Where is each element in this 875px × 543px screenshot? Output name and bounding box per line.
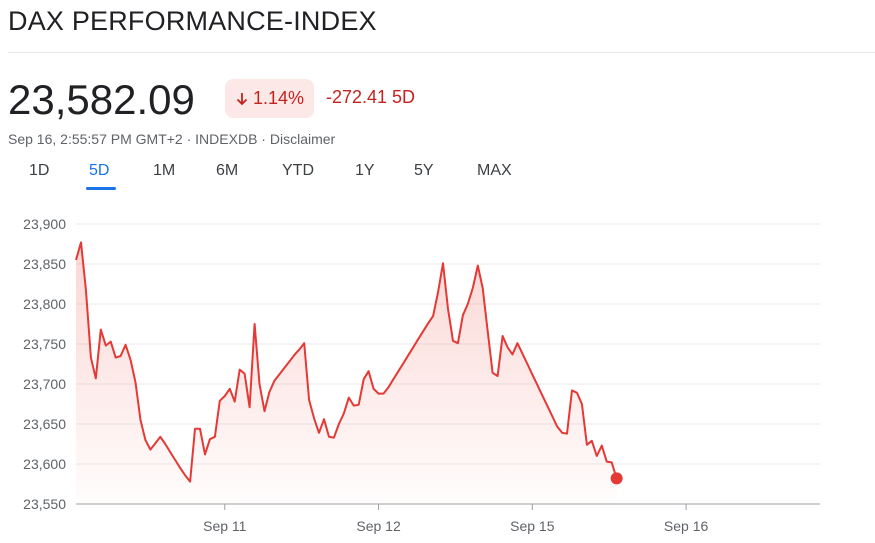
- x-tick-label: Sep 16: [664, 518, 709, 534]
- price-chart[interactable]: 23,550 23,600 23,650 23,700 23,750 23,800 23,8…: [0, 195, 875, 543]
- active-tab-indicator: [86, 187, 116, 190]
- y-tick-label: 23,850: [23, 256, 66, 272]
- tab-1y[interactable]: 1Y: [355, 162, 375, 179]
- tab-1m[interactable]: 1M: [153, 162, 176, 179]
- tab-1d[interactable]: 1D: [29, 162, 50, 179]
- price-area-fill: [76, 242, 617, 504]
- last-price-marker: [610, 472, 623, 485]
- change-percent-badge: 1.14%: [225, 79, 314, 118]
- y-tick-label: 23,800: [23, 296, 66, 312]
- disclaimer-link[interactable]: Disclaimer: [269, 131, 336, 147]
- x-tick-label: Sep 15: [510, 518, 555, 534]
- price-line: [75, 241, 618, 483]
- y-tick-label: 23,900: [23, 216, 66, 232]
- arrow-down-icon: [235, 91, 249, 107]
- y-tick-label: 23,550: [23, 496, 66, 512]
- header-divider: [8, 52, 875, 53]
- quote-meta: Sep 16, 2:55:57 PM GMT+2 · INDEXDB · Dis…: [8, 131, 335, 147]
- page-title: DAX PERFORMANCE-INDEX: [8, 6, 377, 36]
- tab-5d[interactable]: 5D: [89, 162, 110, 179]
- y-tick-label: 23,600: [23, 456, 66, 472]
- x-axis: Sep 11 Sep 12 Sep 15 Sep 16: [203, 504, 708, 534]
- meta-separator: ·: [182, 131, 196, 147]
- y-tick-label: 23,700: [23, 376, 66, 392]
- data-source: INDEXDB: [195, 131, 258, 147]
- tab-6m[interactable]: 6M: [216, 162, 239, 179]
- tab-5y[interactable]: 5Y: [414, 162, 434, 179]
- tab-max[interactable]: MAX: [477, 162, 512, 179]
- change-absolute: -272.41 5D: [326, 87, 416, 107]
- y-axis: 23,550 23,600 23,650 23,700 23,750 23,800 23,8…: [23, 216, 66, 512]
- y-tick-label: 23,650: [23, 416, 66, 432]
- y-tick-label: 23,750: [23, 336, 66, 352]
- tab-ytd[interactable]: YTD: [282, 162, 314, 179]
- timestamp: Sep 16, 2:55:57 PM GMT+2: [8, 131, 183, 147]
- x-tick-label: Sep 12: [356, 518, 401, 534]
- x-tick-label: Sep 11: [203, 518, 247, 534]
- meta-separator: ·: [257, 131, 270, 147]
- change-percent: 1.14%: [252, 88, 305, 108]
- current-price: 23,582.09: [8, 76, 195, 123]
